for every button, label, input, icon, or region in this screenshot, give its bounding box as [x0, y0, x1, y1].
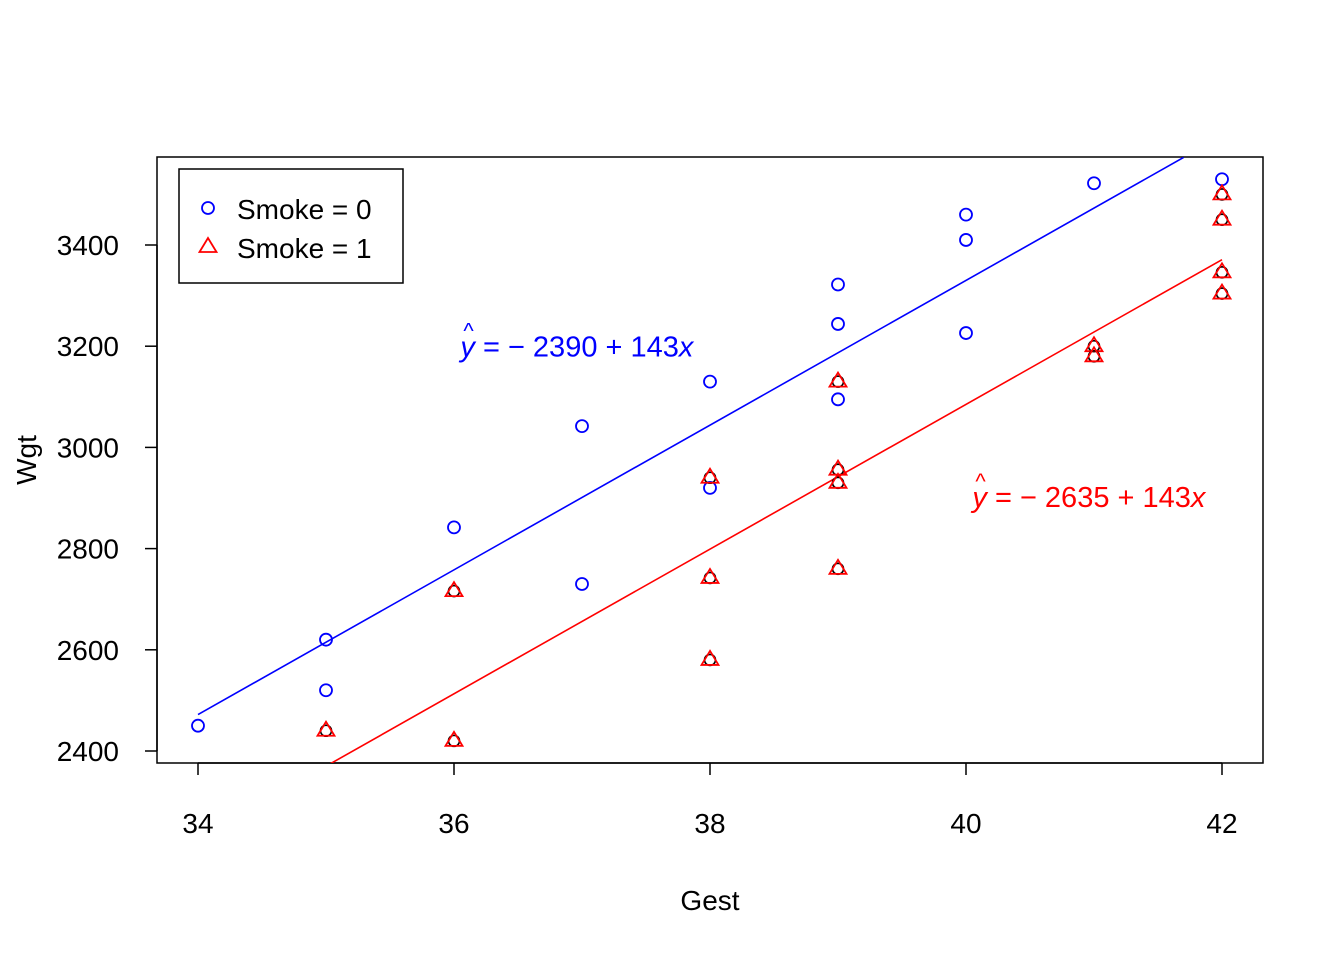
- point-smoke0: [447, 520, 461, 535]
- point-smoke0: [575, 577, 589, 591]
- y-axis-title: Wgt: [11, 435, 42, 485]
- legend: Smoke = 0 Smoke = 1: [178, 168, 404, 284]
- fit-line-1: [329, 258, 1223, 763]
- point-smoke0: [1087, 176, 1101, 191]
- y-tick-label: 3200: [57, 331, 119, 362]
- point-smoke0: [319, 632, 333, 647]
- point-smoke1: [1211, 183, 1233, 201]
- point-smoke1: [1211, 282, 1233, 300]
- point-smoke1: [699, 567, 721, 584]
- data-points: [191, 172, 1233, 748]
- legend-box: [178, 168, 404, 284]
- y-tick-label: 2800: [57, 534, 119, 565]
- point-smoke0: [191, 718, 205, 733]
- legend-marker-triangle: [197, 236, 219, 253]
- point-smoke0: [1215, 172, 1229, 187]
- y-tick-label: 2400: [57, 736, 119, 767]
- point-smoke0: [959, 233, 973, 247]
- point-smoke1: [827, 472, 849, 489]
- x-tick-label: 36: [438, 808, 469, 839]
- y-tick-label: 2600: [57, 635, 119, 666]
- y-tick-label: 3000: [57, 432, 119, 463]
- y-tick-label: 3400: [57, 230, 119, 261]
- x-tick-label: 42: [1206, 808, 1237, 839]
- point-smoke1: [443, 730, 465, 747]
- point-smoke0: [575, 419, 589, 434]
- point-smoke1: [699, 649, 721, 666]
- fit-lines: [197, 157, 1223, 763]
- x-tick-label: 34: [182, 808, 213, 839]
- equation-hat-0: ^: [463, 318, 474, 343]
- legend-label-smoke0: Smoke = 0: [237, 194, 372, 225]
- fit-line-0: [197, 157, 1184, 716]
- x-tick-label: 38: [694, 808, 725, 839]
- point-smoke1: [1083, 345, 1105, 363]
- point-smoke1: [315, 720, 337, 737]
- point-smoke1: [443, 580, 465, 598]
- equation-label-1: y = − 2635 + 143x: [970, 482, 1207, 514]
- point-smoke1: [827, 370, 849, 388]
- point-smoke1: [1211, 261, 1233, 279]
- point-smoke1: [699, 467, 721, 484]
- point-smoke0: [831, 277, 845, 292]
- point-smoke0: [831, 317, 845, 331]
- equation-hat-1: ^: [975, 469, 986, 494]
- legend-label-smoke1: Smoke = 1: [237, 233, 372, 264]
- point-smoke0: [703, 374, 717, 389]
- equation-label-0: y = − 2390 + 143x: [458, 331, 695, 363]
- point-smoke0: [959, 326, 973, 340]
- point-smoke0: [319, 683, 333, 698]
- point-smoke1: [827, 558, 849, 575]
- equation-labels: y = − 2390 + 143x^y = − 2635 + 143x^: [458, 318, 1207, 514]
- point-smoke0: [831, 392, 845, 407]
- point-smoke0: [959, 207, 973, 222]
- point-smoke1: [1211, 208, 1233, 226]
- x-tick-label: 40: [950, 808, 981, 839]
- x-axis-title: Gest: [680, 885, 739, 916]
- x-axis: 34 36 38 40 42: [182, 762, 1238, 839]
- y-axis: 2400 2600 2800 3000 3200 3400: [57, 230, 158, 767]
- legend-marker-circle: [201, 201, 215, 215]
